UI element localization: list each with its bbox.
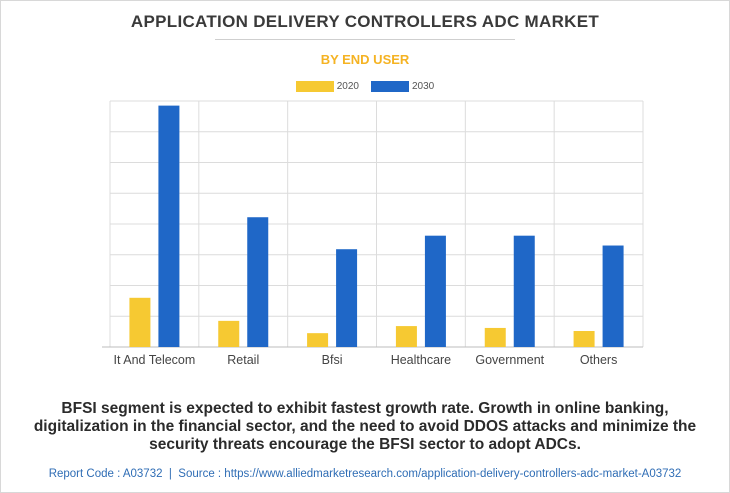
legend-swatch-2030 bbox=[371, 80, 409, 92]
bar-2020-it-and-telecom[interactable] bbox=[129, 297, 151, 347]
bar-chart: It And Telecom Retail Bfsi Healthcare Govern… bbox=[102, 100, 644, 367]
footer-separator: | bbox=[168, 468, 172, 480]
bar-2020-retail[interactable] bbox=[218, 320, 240, 347]
bar-2030-bfsi[interactable] bbox=[336, 249, 358, 347]
x-tick-label: It And Telecom bbox=[114, 353, 196, 367]
chart-caption: BFSI segment is expected to exhibit fast… bbox=[33, 400, 697, 453]
x-tick-label: Retail bbox=[227, 353, 259, 367]
x-tick-label: Bfsi bbox=[322, 353, 343, 367]
x-tick-label: Government bbox=[475, 353, 544, 367]
legend-swatch-2020 bbox=[295, 80, 334, 92]
report-code: Report Code : A03732 bbox=[48, 468, 163, 480]
chart-subtitle: BY END USER bbox=[320, 52, 410, 67]
source-link[interactable]: Source : https://www.alliedmarketresearc… bbox=[178, 468, 682, 480]
bar-2020-bfsi[interactable] bbox=[307, 333, 329, 347]
legend-label-2030: 2030 bbox=[412, 80, 435, 92]
bar-2030-others[interactable] bbox=[602, 245, 624, 347]
chart-legend: 2020 2030 bbox=[0, 79, 730, 93]
bar-2020-others[interactable] bbox=[573, 331, 595, 347]
x-tick-label: Others bbox=[580, 353, 618, 367]
legend-label-2020: 2020 bbox=[336, 80, 359, 92]
bar-2020-government[interactable] bbox=[484, 327, 506, 347]
title-divider bbox=[215, 39, 515, 40]
bar-2030-retail[interactable] bbox=[247, 217, 269, 347]
legend-item-2020[interactable]: 2020 bbox=[295, 80, 359, 92]
legend-item-2030[interactable]: 2030 bbox=[371, 80, 435, 92]
bar-2030-government[interactable] bbox=[513, 235, 535, 347]
chart-title: APPLICATION DELIVERY CONTROLLERS ADC MAR… bbox=[130, 12, 600, 31]
x-tick-label: Healthcare bbox=[391, 353, 451, 367]
chart-footer: Report Code : A03732 | Source : https://… bbox=[0, 468, 730, 480]
bar-2030-healthcare[interactable] bbox=[424, 235, 446, 347]
bar-2020-healthcare[interactable] bbox=[395, 326, 417, 347]
bar-2030-it-and-telecom[interactable] bbox=[158, 105, 180, 347]
